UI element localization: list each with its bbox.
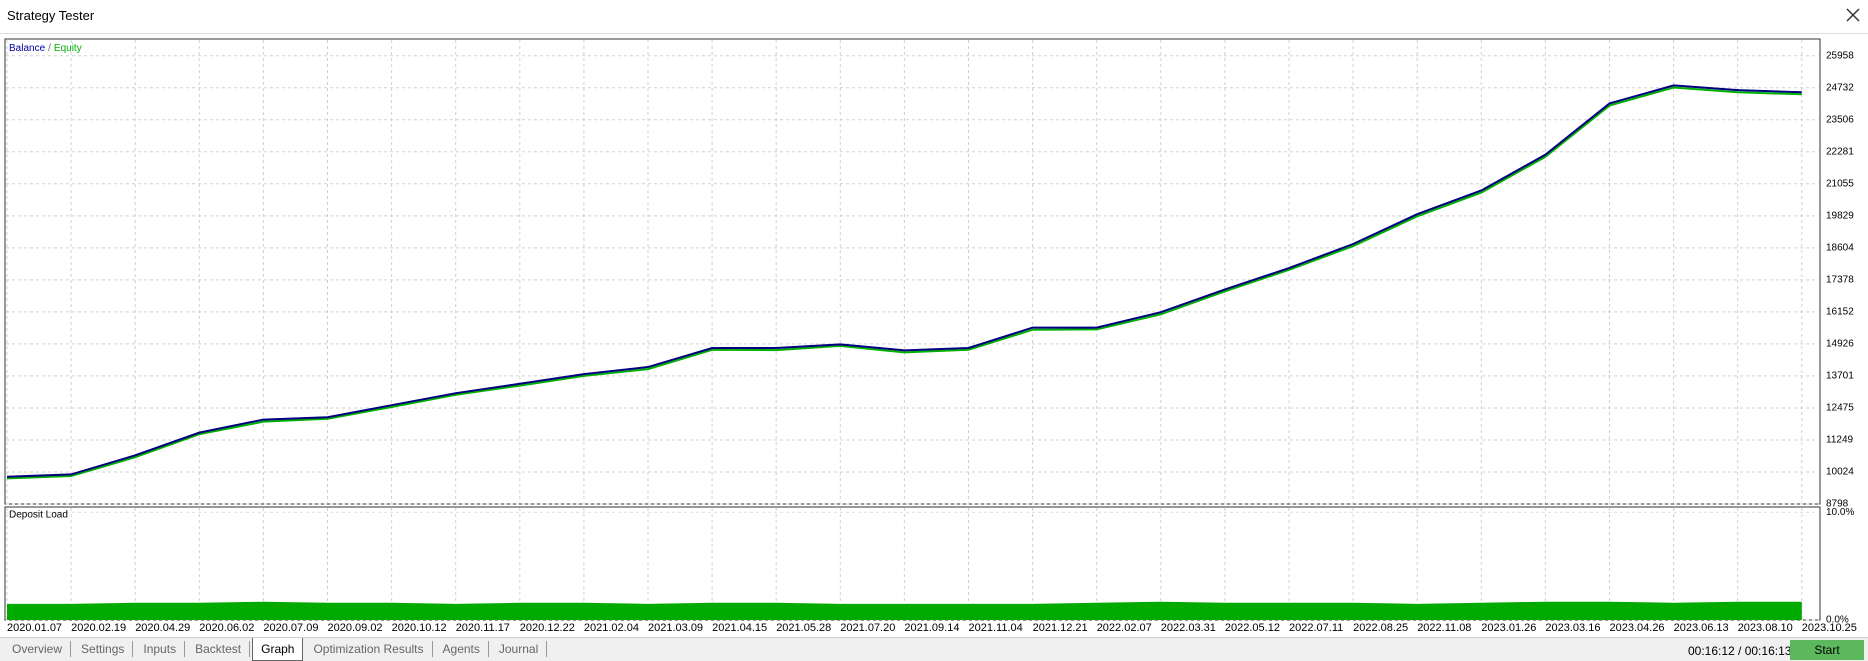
x-tick-label: 2021.07.20 <box>840 622 895 634</box>
x-tick-label: 2021.05.28 <box>776 622 831 634</box>
tab[interactable]: Backtest <box>187 641 251 657</box>
x-tick-label: 2023.06.13 <box>1674 622 1729 634</box>
elapsed-time: 00:16:12 / 00:16:13 <box>1688 644 1792 658</box>
x-tick-label: 2020.09.02 <box>328 622 383 634</box>
grid <box>6 40 1819 621</box>
legend-item: Balance <box>9 43 46 54</box>
main-panel <box>4 38 1821 505</box>
y-tick-label: 21055 <box>1826 178 1854 189</box>
x-tick-label: 2022.08.25 <box>1353 622 1408 634</box>
x-tick-label: 2022.02.07 <box>1097 622 1152 634</box>
y-tick-label: 23506 <box>1826 114 1854 125</box>
window-title: Strategy Tester <box>7 8 95 23</box>
y-tick-label: 8798 <box>1826 499 1849 510</box>
x-tick-label: 2021.04.15 <box>712 622 767 634</box>
series-area <box>7 601 1802 620</box>
tab[interactable]: Graph <box>252 638 304 661</box>
x-tick-label: 2022.03.31 <box>1161 622 1216 634</box>
x-tick-label: 2023.10.25 <box>1802 622 1857 634</box>
x-tick-label: 2023.04.26 <box>1610 622 1665 634</box>
chart: Balance / Equity Deposit Load 2020.01.07 20… <box>4 38 1857 634</box>
x-tick-label: 2020.06.02 <box>199 622 254 634</box>
x-tick-label: 2020.11.17 <box>456 622 510 634</box>
y-tick-label: 19829 <box>1826 210 1854 221</box>
x-tick-label: 2022.11.08 <box>1417 622 1471 634</box>
x-tick-label: 2021.11.04 <box>969 622 1023 634</box>
start-button[interactable]: Start <box>1790 640 1864 660</box>
x-tick-label: 2022.05.12 <box>1225 622 1280 634</box>
y-tick-label: 18604 <box>1826 242 1854 253</box>
y-tick-label: 11249 <box>1826 435 1854 446</box>
x-tick-label: 2020.01.07 <box>7 622 62 634</box>
y-tick-label: 10024 <box>1826 467 1854 478</box>
legend: Balance / Equity <box>9 43 82 54</box>
legend-item: Equity <box>54 43 82 54</box>
y-tick-label: 0.0% <box>1826 615 1849 626</box>
title-bar: Strategy Tester <box>0 0 1868 34</box>
x-tick-label: 2023.08.10 <box>1738 622 1793 634</box>
x-tick-label: 2020.07.09 <box>263 622 318 634</box>
x-tick-label: 2023.01.26 <box>1481 622 1536 634</box>
y-tick-label: 24732 <box>1826 82 1854 93</box>
x-tick-label: 2021.02.04 <box>584 622 639 634</box>
y-tick-label: 16152 <box>1826 307 1854 318</box>
tab[interactable]: Overview <box>4 641 72 657</box>
x-tick-label: 2022.07.11 <box>1289 622 1343 634</box>
tab[interactable]: Agents <box>435 641 489 657</box>
y-tick-label: 25958 <box>1826 50 1854 61</box>
y-tick-label: 22281 <box>1826 146 1854 157</box>
y-tick-label: 13701 <box>1826 371 1854 382</box>
tab[interactable]: Journal <box>491 641 548 657</box>
tab[interactable]: Optimization Results <box>305 641 433 657</box>
x-tick-label: 2020.12.22 <box>520 622 575 634</box>
x-tick-label: 2020.02.19 <box>71 622 126 634</box>
x-tick-label: 2021.09.14 <box>904 622 959 634</box>
marks <box>6 84 1802 620</box>
tab-bar: 00:16:12 / 00:16:13 Start Overview Settin… <box>0 637 1868 661</box>
x-tick-label: 2021.12.21 <box>1033 622 1088 634</box>
close-button[interactable] <box>1846 8 1860 22</box>
y-tick-label: 10.0% <box>1826 507 1854 518</box>
deposit-panel <box>4 506 1821 621</box>
x-tick-label: 2020.10.12 <box>392 622 447 634</box>
x-tick-label: 2023.03.16 <box>1545 622 1600 634</box>
series-line <box>6 86 1802 480</box>
legend-separator: / <box>48 43 51 54</box>
y-tick-label: 14926 <box>1826 339 1854 350</box>
y-tick-label: 17378 <box>1826 274 1854 285</box>
tab[interactable]: Inputs <box>135 641 186 657</box>
panel-title: Deposit Load <box>9 510 68 521</box>
tab[interactable]: Settings <box>73 641 134 657</box>
series-line <box>6 84 1802 478</box>
x-tick-label: 2021.03.09 <box>648 622 703 634</box>
x-tick-label: 2020.04.29 <box>135 622 190 634</box>
y-tick-label: 12475 <box>1826 403 1854 414</box>
